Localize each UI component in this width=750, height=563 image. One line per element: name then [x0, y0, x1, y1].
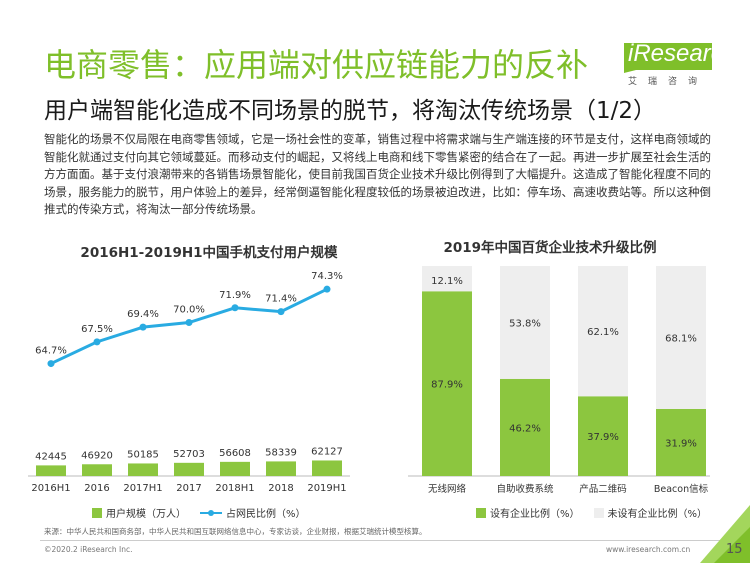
legend-item-ratio: 占网民比例（%）: [200, 505, 306, 520]
bar-label-2018: 58339: [265, 447, 297, 458]
ratio-label-2019H1: 74.3%: [311, 271, 343, 282]
x-tick-label-2018H1: 2018H1: [215, 483, 254, 494]
bar-user-scale-2018: [266, 461, 296, 476]
ratio-point-2019H1: [323, 285, 331, 293]
bar-no-产品二维码: [578, 266, 628, 397]
bar-no-无线网络: [422, 266, 472, 292]
legend-swatch-yes: [476, 507, 486, 518]
bar-yes-label-产品二维码: 37.9%: [587, 432, 619, 443]
bar-yes-Beacon信标: [656, 409, 706, 476]
ratio-label-2016H1: 64.7%: [35, 346, 67, 357]
ratio-label-2016: 67.5%: [81, 324, 113, 335]
legend-swatch-no: [593, 507, 604, 518]
bar-user-scale-2019H1: [312, 460, 342, 476]
bar-user-scale-2017: [174, 462, 204, 476]
source-note: 来源：中华人民共和国商务部，中华人民共和国互联网络信息中心，专家访谈，企业财报，…: [44, 527, 427, 536]
x-tick-label-2016H1: 2016H1: [31, 483, 70, 494]
right-legend: 设有企业比例（%） 未设有企业比例（%）: [476, 505, 721, 520]
logo-text: iResearch: [628, 40, 737, 67]
bar-yes-产品二维码: [578, 396, 628, 476]
ratio-point-2017: [185, 319, 193, 326]
bar-no-Beacon信标: [656, 266, 706, 410]
legend-label-no: 未设有企业比例（%）: [607, 509, 708, 520]
bar-yes-自助收费系统: [500, 378, 550, 476]
legend-swatch-bar: [92, 507, 102, 518]
left-legend: 用户规模（万人） 占网民比例（%）: [92, 505, 320, 520]
bar-user-scale-2017H1: [128, 463, 158, 476]
bar-no-label-产品二维码: 62.1%: [587, 327, 619, 338]
bar-user-scale-2018H1: [220, 461, 250, 476]
bar-no-label-无线网络: 12.1%: [431, 276, 463, 287]
legend-item-no: 未设有企业比例（%）: [593, 505, 708, 520]
x-tick-label-2016: 2016: [84, 483, 109, 494]
bar-no-label-自助收费系统: 53.8%: [509, 318, 541, 329]
mobile-payment-chart: 42445 2016H1 46920 2016 50185 2017H1 52703 2017…: [28, 271, 350, 494]
ratio-label-2017H1: 69.4%: [127, 309, 159, 320]
ratio-point-2018H1: [231, 304, 239, 312]
x-tick-label-2018: 2018: [268, 483, 293, 494]
copyright: ©2020.2 iResearch Inc.: [44, 545, 133, 554]
x-tick-label-无线网络: 无线网络: [428, 483, 467, 495]
ratio-point-2017H1: [139, 323, 147, 331]
ratio-label-2018: 71.4%: [265, 294, 297, 305]
bar-label-2019H1: 62127: [311, 446, 343, 457]
bar-label-2018H1: 56608: [219, 448, 251, 459]
x-tick-label-2019H1: 2019H1: [307, 483, 346, 494]
iresearch-logo: iResearch 艾瑞咨询: [618, 40, 736, 92]
ratio-point-2018: [277, 308, 285, 316]
legend-item-yes: 设有企业比例（%）: [476, 505, 580, 520]
bar-user-scale-2016: [82, 464, 112, 476]
body-paragraph: 智能化的场景不仅局限在电商零售领域，它是一场社会性的变革，销售过程中将需求端与生…: [44, 132, 711, 216]
tech-upgrade-chart: 12.1% 87.9% 无线网络 53.8% 46.2% 自助收费系统 62.1% 37.9%…: [408, 266, 710, 495]
bar-yes-无线网络: [422, 291, 472, 476]
logo-shape: [624, 43, 712, 73]
ratio-label-2017: 70.0%: [173, 305, 205, 316]
ratio-label-2018H1: 71.9%: [219, 290, 251, 301]
x-tick-label-2017H1: 2017H1: [123, 483, 162, 494]
bar-yes-label-自助收费系统: 46.2%: [509, 423, 541, 434]
left-chart-title: 2016H1-2019H1中国手机支付用户规模: [80, 245, 338, 261]
right-chart-title: 2019年中国百货企业技术升级比例: [443, 240, 657, 256]
corner-decoration: [700, 505, 750, 563]
footer-divider: [40, 540, 740, 541]
legend-line-marker: [200, 509, 222, 516]
x-tick-label-产品二维码: 产品二维码: [579, 483, 627, 495]
page-subtitle: 用户端智能化造成不同场景的脱节，将淘汰传统场景（1/2）: [44, 98, 657, 124]
legend-label-yes: 设有企业比例（%）: [490, 509, 580, 520]
bar-label-2016H1: 42445: [35, 451, 67, 462]
legend-label-users: 用户规模（万人）: [106, 509, 186, 520]
legend-item-users: 用户规模（万人）: [92, 505, 186, 520]
ratio-point-2016H1: [47, 360, 55, 368]
ratio-point-2016: [93, 338, 101, 346]
website-link[interactable]: www.iresearch.com.cn: [606, 545, 691, 554]
bar-label-2016: 46920: [81, 450, 113, 461]
legend-label-ratio: 占网民比例（%）: [226, 509, 306, 520]
x-tick-label-自助收费系统: 自助收费系统: [496, 483, 554, 495]
x-tick-label-2017: 2017: [176, 483, 201, 494]
bar-user-scale-2016H1: [36, 465, 66, 476]
x-tick-label-Beacon信标: Beacon信标: [654, 483, 709, 495]
bar-yes-label-Beacon信标: 31.9%: [665, 439, 697, 450]
bar-yes-label-无线网络: 87.9%: [431, 380, 463, 391]
bar-no-自助收费系统: [500, 266, 550, 379]
page-number: 15: [726, 542, 743, 557]
bar-label-2017: 52703: [173, 449, 205, 460]
logo-subtext: 艾瑞咨询: [627, 77, 708, 87]
bar-no-label-Beacon信标: 68.1%: [665, 334, 697, 345]
bar-label-2017H1: 50185: [127, 449, 159, 460]
page-title: 电商零售：应用端对供应链能力的反补: [44, 46, 589, 84]
